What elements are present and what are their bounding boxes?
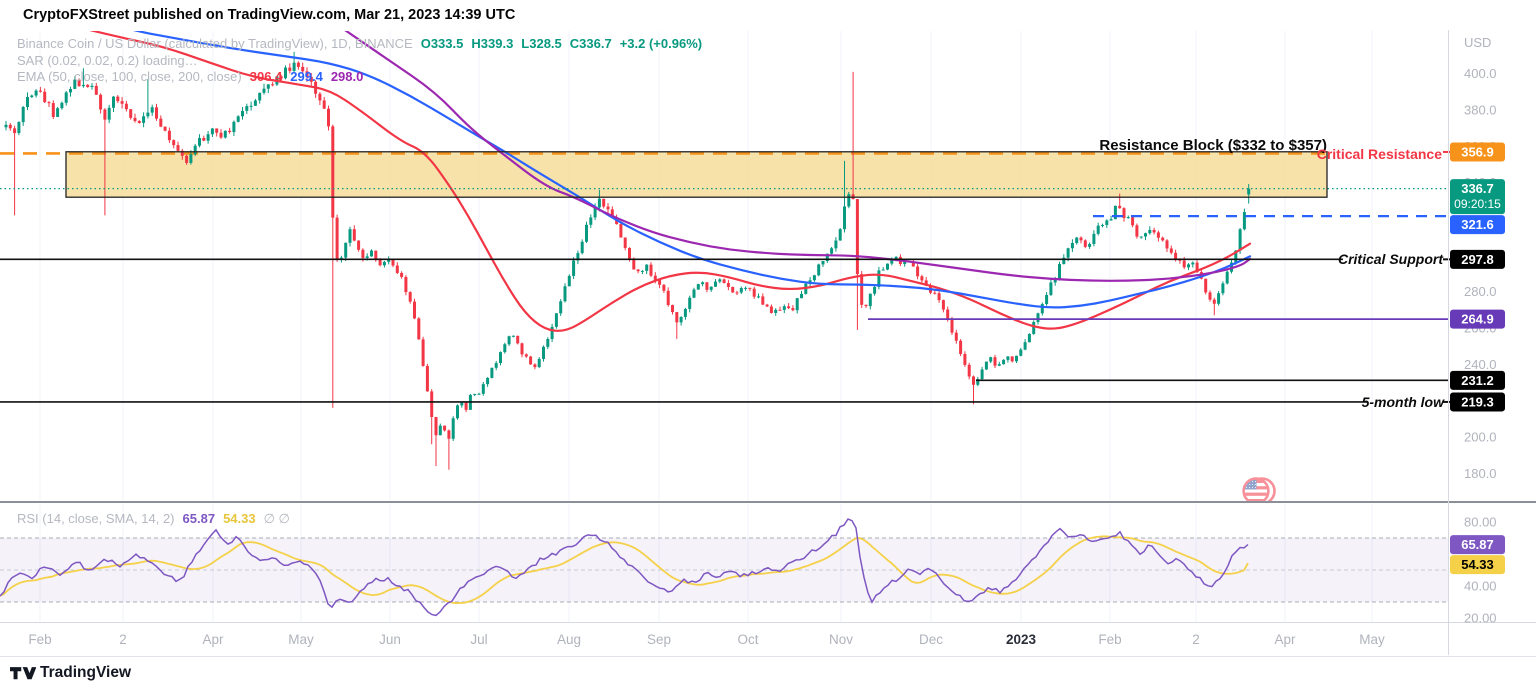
- ema50-line: [89, 31, 1252, 332]
- svg-text:264.9: 264.9: [1461, 312, 1494, 327]
- time-tick-Oct: Oct: [737, 632, 758, 647]
- rsi-pane[interactable]: [0, 518, 1448, 617]
- svg-text:54.33: 54.33: [1461, 557, 1494, 572]
- attribution-text: CryptoFXStreet published on TradingView.…: [23, 7, 516, 23]
- ema100-line: [133, 31, 1252, 309]
- price-tick: 380.0: [1464, 103, 1497, 118]
- footer-bar: TradingView: [0, 656, 1536, 691]
- ema200-line: [344, 31, 1252, 282]
- time-tick-May: May: [1359, 632, 1385, 647]
- axis-badge-65.87: 65.87: [1450, 535, 1505, 555]
- price-axis-unit: USD: [1464, 35, 1491, 50]
- axis-badge-219.3: 219.3: [1450, 392, 1505, 412]
- time-tick-Apr: Apr: [202, 632, 224, 647]
- axis-badge-54.33: 54.33: [1450, 555, 1505, 575]
- axis-badge-336.7: 336.709:20:15: [1450, 179, 1505, 215]
- resistance-block-zone[interactable]: [66, 151, 1327, 198]
- tradingview-logo-icon[interactable]: [10, 666, 37, 687]
- svg-text:219.3: 219.3: [1461, 394, 1494, 409]
- axis-badge-264.9: 264.9: [1450, 309, 1505, 329]
- price-tick: 280.0: [1464, 284, 1497, 299]
- svg-text:231.2: 231.2: [1461, 373, 1494, 388]
- price-tick: 180.0: [1464, 466, 1497, 481]
- svg-text:65.87: 65.87: [1461, 537, 1494, 552]
- svg-text:09:20:15: 09:20:15: [1454, 197, 1501, 211]
- rsi-tick: 20.00: [1464, 611, 1497, 626]
- time-tick-Sep: Sep: [647, 632, 671, 647]
- time-tick-2: 2: [119, 632, 127, 647]
- rsi-line: [0, 518, 1249, 617]
- time-tick-Nov: Nov: [829, 632, 853, 647]
- time-tick-Feb: Feb: [1098, 632, 1121, 647]
- resistance-block-border: [65, 151, 1328, 198]
- candlesticks: [4, 51, 1251, 470]
- price-tick: 200.0: [1464, 430, 1497, 445]
- time-tick-Apr: Apr: [1274, 632, 1296, 647]
- time-tick-May: May: [288, 632, 314, 647]
- svg-text:297.8: 297.8: [1461, 252, 1494, 267]
- time-tick-Jun: Jun: [379, 632, 401, 647]
- svg-text:321.6: 321.6: [1461, 217, 1494, 232]
- axis-badge-321.6: 321.6: [1450, 215, 1505, 235]
- svg-text:336.7: 336.7: [1461, 181, 1494, 196]
- usd-flag-watermark: [1242, 477, 1276, 501]
- tradingview-brand-text[interactable]: TradingView: [40, 664, 132, 681]
- price-tick: 400.0: [1464, 66, 1497, 81]
- time-tick-2023: 2023: [1006, 632, 1037, 647]
- attribution-header: CryptoFXStreet published on TradingView.…: [0, 0, 1536, 30]
- price-tick: 240.0: [1464, 357, 1497, 372]
- rsi-sma-line: [0, 535, 1249, 605]
- gridlines: [39, 31, 1373, 622]
- time-tick-2: 2: [1192, 632, 1200, 647]
- rsi-tick: 40.00: [1464, 579, 1497, 594]
- time-tick-Dec: Dec: [919, 632, 943, 647]
- svg-text:356.9: 356.9: [1461, 144, 1494, 159]
- main-pane[interactable]: [0, 14, 1448, 504]
- axis-badge-356.9: 356.9: [1450, 142, 1505, 162]
- rsi-tick: 80.00: [1464, 515, 1497, 530]
- time-axis[interactable]: Feb 2 Apr May Jun Jul Aug Sep Oct Nov Dec 2023 Feb 2 A…: [28, 632, 1385, 647]
- axis-badge-231.2: 231.2: [1450, 370, 1505, 390]
- time-tick-Feb: Feb: [28, 632, 51, 647]
- time-tick-Jul: Jul: [470, 632, 487, 647]
- axis-badge-297.8: 297.8: [1450, 249, 1505, 269]
- time-tick-Aug: Aug: [557, 632, 581, 647]
